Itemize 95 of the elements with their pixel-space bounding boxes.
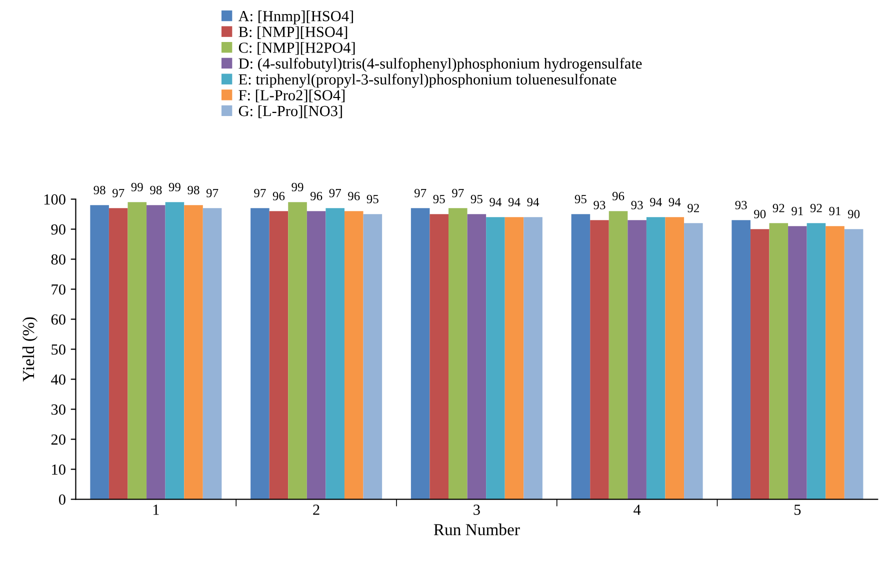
data-label: 91 <box>829 206 841 216</box>
bar <box>732 220 750 500</box>
bar <box>448 208 468 500</box>
data-label: 99 <box>168 182 180 192</box>
data-label: 93 <box>594 200 606 210</box>
y-tick-label: 60 <box>51 314 66 325</box>
data-label: 96 <box>612 192 624 200</box>
bar <box>788 226 807 500</box>
x-tick-label: 1 <box>153 504 159 515</box>
bar <box>590 220 609 500</box>
x-tick-label: 3 <box>474 504 480 515</box>
y-tick-label: 40 <box>51 374 66 385</box>
bar <box>430 214 449 500</box>
data-label: 92 <box>688 204 699 212</box>
data-label: 97 <box>414 188 426 198</box>
bar <box>128 202 147 500</box>
data-label: 94 <box>527 198 540 206</box>
bar <box>628 220 646 500</box>
data-label: 99 <box>292 182 304 192</box>
bar <box>524 217 542 500</box>
data-label: 95 <box>433 194 445 204</box>
data-label: 90 <box>754 210 766 218</box>
y-tick-label: 70 <box>52 284 66 295</box>
bar <box>844 229 864 500</box>
bar <box>288 202 307 500</box>
y-tick-label: 30 <box>51 404 66 415</box>
bar <box>608 211 628 500</box>
data-label: 91 <box>792 206 803 216</box>
bar <box>165 202 184 500</box>
legend-label: D: (4-sulfobutyl)tris(4-sulfophenyl)phosphonium hydrogensulfate <box>238 58 642 72</box>
bar <box>826 226 844 500</box>
data-label: 94 <box>508 198 520 206</box>
bar <box>486 217 505 500</box>
x-tick-label: 4 <box>634 504 641 515</box>
bar <box>769 223 788 500</box>
bar <box>108 208 128 500</box>
data-label: 97 <box>112 188 124 198</box>
data-label: 92 <box>810 204 822 212</box>
data-label: 94 <box>668 198 681 206</box>
data-label: 93 <box>631 200 643 210</box>
data-label: 97 <box>452 188 464 198</box>
bar <box>146 205 166 500</box>
data-label: 92 <box>772 204 784 212</box>
bar <box>269 211 288 500</box>
bar <box>202 208 222 500</box>
data-label: 95 <box>574 194 586 204</box>
data-label: 98 <box>150 186 162 194</box>
bar <box>684 223 703 500</box>
bar <box>326 208 344 500</box>
data-label: 98 <box>94 186 106 194</box>
bar <box>750 229 770 500</box>
data-label: 97 <box>254 188 266 198</box>
legend-label: C: [NMP][H2PO4] <box>238 42 355 55</box>
data-label: 94 <box>650 198 662 206</box>
bar <box>571 214 590 500</box>
bar <box>410 208 430 500</box>
data-label: 99 <box>131 182 143 192</box>
bar <box>90 205 109 500</box>
data-label: 97 <box>329 188 341 198</box>
data-label: 95 <box>470 194 482 204</box>
y-tick-label: 100 <box>44 194 66 205</box>
legend-label: E: triphenyl(propyl-3-sulfonyl)phosphonium toluenesulfonate <box>238 74 616 88</box>
data-label: 93 <box>735 200 747 210</box>
y-tick-label: 10 <box>52 464 66 475</box>
data-label: 96 <box>310 192 322 200</box>
data-label: 94 <box>490 198 502 206</box>
y-axis-title: Yield (%) <box>22 317 38 382</box>
bar <box>306 211 326 500</box>
x-tick-label: 2 <box>313 504 320 515</box>
y-tick-label: 0 <box>58 494 66 505</box>
x-tick-label: 5 <box>794 504 801 515</box>
data-label: 95 <box>366 194 378 204</box>
bar <box>184 205 203 500</box>
legend-label: B: [NMP][HSO4] <box>238 26 348 39</box>
legend-label: G: [L-Pro][NO3] <box>238 105 342 118</box>
data-label: 96 <box>272 192 285 200</box>
legend-label: F: [L-Pro2][SO4] <box>238 90 345 102</box>
bar <box>250 208 270 500</box>
legend-label: A: [Hnmp][HSO4] <box>238 10 353 24</box>
data-label: 98 <box>188 186 200 194</box>
bar <box>806 223 826 500</box>
bar <box>467 214 486 500</box>
y-tick-label: 50 <box>52 344 66 355</box>
bar <box>504 217 524 500</box>
bar <box>646 217 666 500</box>
data-label: 96 <box>348 192 360 200</box>
y-tick-label: 20 <box>51 434 66 445</box>
y-tick-label: 80 <box>51 254 66 265</box>
bar <box>344 211 364 500</box>
bar <box>363 214 382 500</box>
bar <box>665 217 684 500</box>
data-label: 97 <box>206 188 218 198</box>
x-axis-title: Run Number <box>434 524 520 536</box>
y-tick-label: 90 <box>51 224 66 235</box>
data-label: 90 <box>848 210 860 218</box>
